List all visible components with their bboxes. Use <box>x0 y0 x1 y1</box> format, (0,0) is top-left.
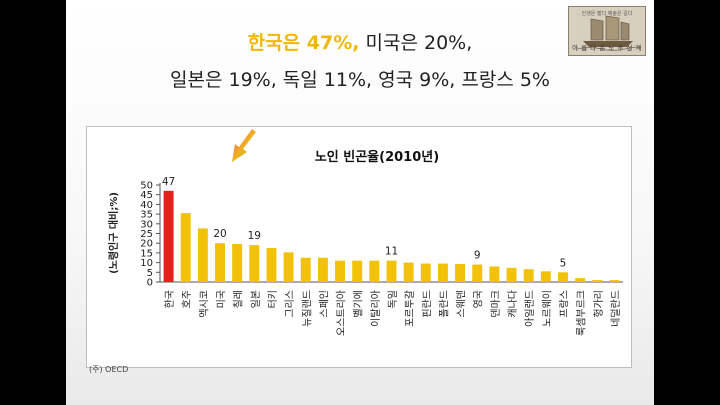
bar-호주 <box>180 213 191 282</box>
x-tick-label: 포르투갈 <box>403 290 416 327</box>
x-tick-label: 스페인 <box>318 290 330 318</box>
bar-덴마크 <box>489 266 500 282</box>
x-tick-label: 벨기에 <box>353 290 365 318</box>
x-axis-labels: 한국 호주 멕시코 미국 칠레 일본 터키 그리스 뉴질랜드 스페인 오스트리아 벨기에 이탈리아 독일 포… <box>164 290 622 336</box>
bar-독일 <box>386 260 397 282</box>
bar-핀란드 <box>420 263 431 282</box>
source-note: (주) OECD <box>89 365 129 374</box>
bar-포르투갈 <box>403 262 414 282</box>
data-label: 9 <box>474 250 481 262</box>
y-tick-label: 20 <box>140 239 153 250</box>
bar-오스트리아 <box>335 260 346 282</box>
y-tick-label: 25 <box>140 229 153 240</box>
bar-한국 <box>163 190 174 282</box>
y-tick-label: 30 <box>140 219 153 230</box>
x-tick-label: 네덜란드 <box>610 290 622 327</box>
x-tick-label: 호주 <box>181 290 193 308</box>
y-tick-label: 10 <box>140 258 153 269</box>
data-label: 47 <box>162 176 175 188</box>
y-axis-label: (노령인구 대비;%) <box>107 192 120 274</box>
bar-일본 <box>249 245 260 282</box>
x-tick-label: 룩셈부르크 <box>576 290 588 336</box>
x-tick-label: 프랑스 <box>558 290 570 318</box>
data-labels: 47 20 19 11 9 5 <box>162 176 566 269</box>
x-tick-label: 뉴질랜드 <box>301 290 313 327</box>
x-tick-label: 폴란드 <box>438 290 450 318</box>
x-tick-label: 캐나다 <box>507 290 519 318</box>
bars <box>163 190 620 282</box>
chart: 노인 빈곤율(2010년) (노령인구 대비;%) 0 5 10 15 20 25 30 35… <box>86 126 632 368</box>
chart-svg: 노인 빈곤율(2010년) (노령인구 대비;%) 05101520253035… <box>107 129 623 336</box>
logo: 인생은 짧다 예술은 길다 아 름 다 운 노 후 설 계 <box>568 6 646 56</box>
y-tick-label: 15 <box>140 248 153 259</box>
y-tick-label: 50 <box>140 181 153 192</box>
x-tick-label: 한국 <box>164 290 176 308</box>
data-label: 11 <box>385 246 398 258</box>
bar-폴란드 <box>437 263 448 282</box>
bar-이탈리아 <box>369 260 380 282</box>
x-tick-label: 스웨덴 <box>456 290 468 318</box>
y-tick-label: 45 <box>140 190 153 201</box>
x-tick-label: 그리스 <box>284 290 296 318</box>
slide: 한국은 47%, 미국은 20%, 일본은 19%, 독일 11%, 영국 9%… <box>66 0 654 405</box>
x-tick-label: 덴마크 <box>490 290 502 318</box>
y-tick-label: 0 <box>147 278 153 289</box>
headline-line-1: 한국은 47%, 미국은 20%, <box>66 28 654 55</box>
data-label: 5 <box>560 257 567 269</box>
y-tick-label: 35 <box>140 210 153 221</box>
bar-미국 <box>215 243 225 282</box>
x-tick-label: 이탈리아 <box>369 290 382 327</box>
x-tick-label: 미국 <box>216 290 228 308</box>
x-tick-label: 노르웨이 <box>541 290 553 327</box>
y-tick-label: 40 <box>140 200 153 211</box>
bar-벨기에 <box>352 260 363 282</box>
x-tick-label: 아일랜드 <box>524 290 536 327</box>
headline-line-2: 일본은 19%, 독일 11%, 영국 9%, 프랑스 5% <box>170 69 550 91</box>
x-tick-label: 영국 <box>473 290 485 308</box>
bar-뉴질랜드 <box>300 257 311 282</box>
x-tick-label: 멕시코 <box>198 290 210 318</box>
bar-터키 <box>266 248 277 282</box>
data-label: 20 <box>213 228 226 240</box>
bar-네덜란드 <box>609 280 620 282</box>
x-tick-label: 오스트리아 <box>336 290 348 336</box>
bar-칠레 <box>232 243 243 282</box>
ship-icon <box>576 15 642 51</box>
x-tick-label: 터키 <box>267 290 279 308</box>
bar-스웨덴 <box>455 263 466 282</box>
chart-title: 노인 빈곤율(2010년) <box>315 149 439 165</box>
logo-bottom-text: 아 름 다 운 노 후 설 계 <box>572 44 642 52</box>
x-tick-label: 핀란드 <box>421 290 433 318</box>
headline-accent: 한국은 47%, <box>247 32 360 54</box>
y-tick-label: 5 <box>147 268 153 279</box>
x-tick-label: 독일 <box>387 290 399 308</box>
bar-아일랜드 <box>523 269 534 282</box>
data-label: 19 <box>248 230 261 242</box>
headline-rest: 미국은 20%, <box>359 32 473 54</box>
bar-스페인 <box>317 257 328 282</box>
bar-그리스 <box>283 252 294 282</box>
bar-룩셈부르크 <box>575 278 586 282</box>
bar-영국 <box>472 264 483 282</box>
x-tick-label: 일본 <box>250 290 262 308</box>
bar-프랑스 <box>558 272 568 282</box>
pointer-arrow-icon <box>232 129 256 162</box>
x-tick-label: 헝가리 <box>593 290 605 318</box>
x-tick-label: 칠레 <box>233 290 245 308</box>
bar-멕시코 <box>197 228 208 282</box>
bar-캐나다 <box>506 267 517 282</box>
bar-헝가리 <box>592 280 603 282</box>
bar-노르웨이 <box>540 271 551 282</box>
logo-top-text: 인생은 짧다 예술은 길다 <box>581 11 633 17</box>
